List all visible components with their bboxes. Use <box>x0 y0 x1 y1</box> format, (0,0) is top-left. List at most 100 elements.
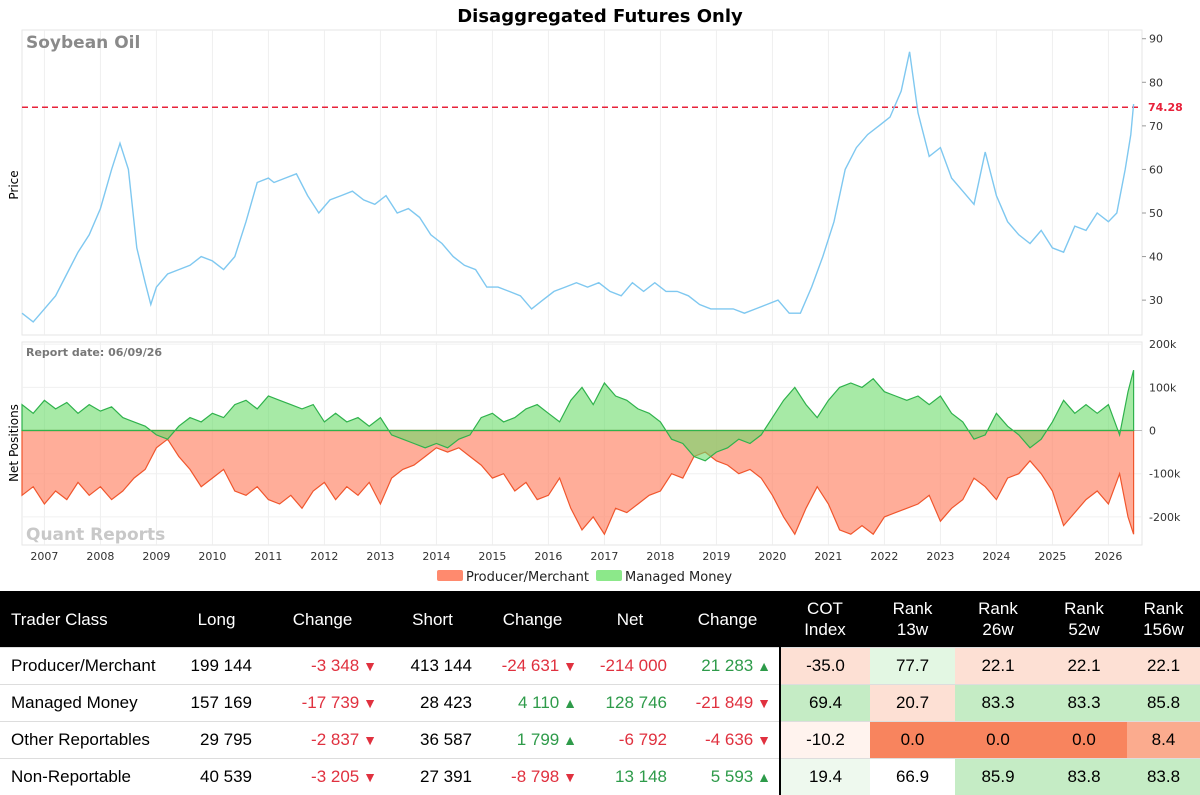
rank13-value: 66.9 <box>870 759 955 795</box>
report-date: Report date: 06/09/26 <box>26 346 162 359</box>
legend-label-producer-merchant: Producer/Merchant <box>466 570 589 585</box>
rank156-value: 83.8 <box>1127 759 1200 795</box>
long-value: 29 795 <box>173 722 260 759</box>
x-tick-label: 2018 <box>646 550 674 563</box>
arrow-down-icon: ▼ <box>559 658 577 674</box>
rank26-value: 83.3 <box>955 685 1041 722</box>
net-y-tick-label: 0 <box>1149 425 1156 438</box>
col-short-change: Change <box>480 591 585 648</box>
x-tick-label: 2022 <box>870 550 898 563</box>
x-tick-label: 2021 <box>814 550 842 563</box>
col-long: Long <box>173 591 260 648</box>
legend: Producer/Merchant Managed Money <box>437 570 732 585</box>
price-panel <box>22 30 1142 335</box>
net-y-tick-label: -200k <box>1149 511 1181 524</box>
net-change: -4 636 ▼ <box>675 722 780 759</box>
commodity-label: Soybean Oil <box>26 33 140 53</box>
watermark: Quant Reports <box>26 525 165 545</box>
x-tick-label: 2017 <box>590 550 618 563</box>
arrow-down-icon: ▼ <box>359 769 377 785</box>
x-tick-label: 2024 <box>982 550 1010 563</box>
col-rank-52w: Rank 52w <box>1041 591 1127 648</box>
x-tick-label: 2025 <box>1038 550 1066 563</box>
col-rank-156w-line1: Rank <box>1144 599 1184 618</box>
price-axis-label: Price <box>7 170 21 199</box>
net-y-tick-label: 100k <box>1149 381 1177 394</box>
long-value: 40 539 <box>173 759 260 795</box>
col-cot-index-line2: Index <box>804 620 846 639</box>
arrow-up-icon: ▲ <box>753 658 771 674</box>
legend-label-managed-money: Managed Money <box>625 570 732 585</box>
col-rank-13w-line2: 13w <box>897 620 928 639</box>
rank52-value: 0.0 <box>1041 722 1127 759</box>
short-value: 28 423 <box>385 685 480 722</box>
rank156-value: 85.8 <box>1127 685 1200 722</box>
price-y-tick-label: 30 <box>1149 294 1163 307</box>
net-value: -6 792 <box>585 722 675 759</box>
x-tick-label: 2015 <box>478 550 506 563</box>
rank52-value: 22.1 <box>1041 648 1127 685</box>
col-cot-index: COT Index <box>780 591 870 648</box>
cot-index-value: -35.0 <box>780 648 870 685</box>
x-tick-label: 2012 <box>310 550 338 563</box>
col-long-change: Change <box>260 591 385 648</box>
rank156-value: 8.4 <box>1127 722 1200 759</box>
rank13-value: 77.7 <box>870 648 955 685</box>
arrow-up-icon: ▲ <box>559 695 577 711</box>
col-rank-26w-line2: 26w <box>982 620 1013 639</box>
x-tick-label: 2019 <box>702 550 730 563</box>
price-y-tick-label: 40 <box>1149 251 1163 264</box>
rank52-value: 83.8 <box>1041 759 1127 795</box>
short-change: -24 631 ▼ <box>480 648 585 685</box>
x-tick-label: 2014 <box>422 550 450 563</box>
net-y-tick-label: -100k <box>1149 468 1181 481</box>
col-cot-index-line1: COT <box>807 599 843 618</box>
cot-index-value: -10.2 <box>780 722 870 759</box>
col-rank-156w: Rank 156w <box>1127 591 1200 648</box>
arrow-down-icon: ▼ <box>359 695 377 711</box>
legend-swatch-managed-money <box>596 570 622 581</box>
short-change: -8 798 ▼ <box>480 759 585 795</box>
trader-class-name: Non-Reportable <box>0 759 173 795</box>
price-y-tick-label: 80 <box>1149 76 1163 89</box>
col-rank-52w-line2: 52w <box>1068 620 1099 639</box>
price-y-tick-label: 90 <box>1149 33 1163 46</box>
col-rank-26w-line1: Rank <box>978 599 1018 618</box>
x-tick-label: 2009 <box>142 550 170 563</box>
x-tick-label: 2008 <box>86 550 114 563</box>
net-value: 128 746 <box>585 685 675 722</box>
x-tick-label: 2011 <box>254 550 282 563</box>
long-change: -3 205 ▼ <box>260 759 385 795</box>
x-tick-label: 2010 <box>198 550 226 563</box>
col-trader-class: Trader Class <box>0 591 173 648</box>
arrow-up-icon: ▲ <box>753 769 771 785</box>
long-change: -17 739 ▼ <box>260 685 385 722</box>
cot-chart: Disaggregated Futures Only Soybean Oil P… <box>0 0 1200 591</box>
arrow-down-icon: ▼ <box>559 769 577 785</box>
price-y-tick-label: 50 <box>1149 207 1163 220</box>
col-rank-52w-line1: Rank <box>1064 599 1104 618</box>
x-tick-label: 2020 <box>758 550 786 563</box>
arrow-down-icon: ▼ <box>359 658 377 674</box>
short-value: 27 391 <box>385 759 480 795</box>
net-value: -214 000 <box>585 648 675 685</box>
arrow-up-icon: ▲ <box>559 732 577 748</box>
long-value: 157 169 <box>173 685 260 722</box>
legend-swatch-producer-merchant <box>437 570 463 581</box>
net-change: 5 593 ▲ <box>675 759 780 795</box>
short-value: 413 144 <box>385 648 480 685</box>
arrow-down-icon: ▼ <box>753 732 771 748</box>
arrow-down-icon: ▼ <box>753 695 771 711</box>
x-tick-label: 2026 <box>1094 550 1122 563</box>
col-rank-156w-line2: 156w <box>1143 620 1184 639</box>
short-value: 36 587 <box>385 722 480 759</box>
col-short: Short <box>385 591 480 648</box>
cot-index-value: 19.4 <box>780 759 870 795</box>
